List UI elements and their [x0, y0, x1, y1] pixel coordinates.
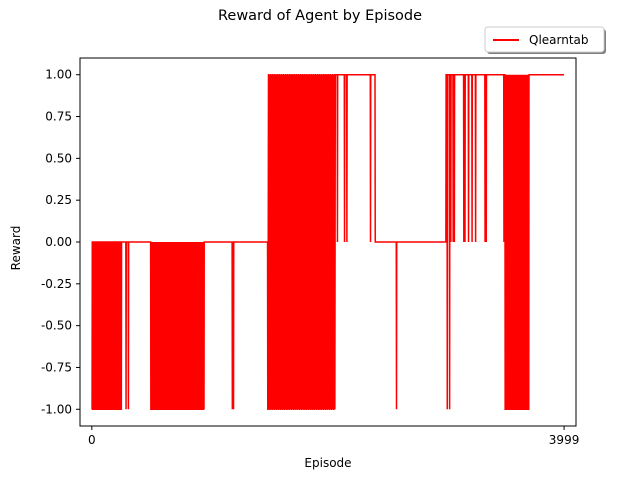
y-tick-label: -1.00 [41, 402, 72, 416]
series-line-qlearntab [91, 73, 564, 411]
y-axis-title: Reward [9, 226, 23, 271]
y-tick-label: 0.25 [45, 193, 72, 207]
plot-area [91, 73, 564, 411]
y-tick-label: -0.25 [41, 277, 72, 291]
x-tick-label: 3999 [549, 433, 580, 447]
legend-label-qlearntab: Qlearntab [529, 33, 589, 47]
y-tick-label: -0.50 [41, 319, 72, 333]
chart-title: Reward of Agent by Episode [218, 8, 422, 24]
x-axis-title: Episode [304, 456, 351, 470]
y-tick-label: -0.75 [41, 360, 72, 374]
x-tick-label: 0 [88, 433, 96, 447]
y-tick-label: 1.00 [45, 68, 72, 82]
x-axis: 0 3999 [88, 426, 579, 447]
legend[interactable]: Qlearntab [484, 26, 606, 54]
y-tick-label: 0.50 [45, 151, 72, 165]
y-tick-label: 0.00 [45, 235, 72, 249]
y-axis: -1.00 -0.75 -0.50 -0.25 0.00 0.25 0.50 0.75 1.00 [41, 68, 80, 416]
y-tick-label: 0.75 [45, 110, 72, 124]
legend-box [484, 26, 605, 53]
